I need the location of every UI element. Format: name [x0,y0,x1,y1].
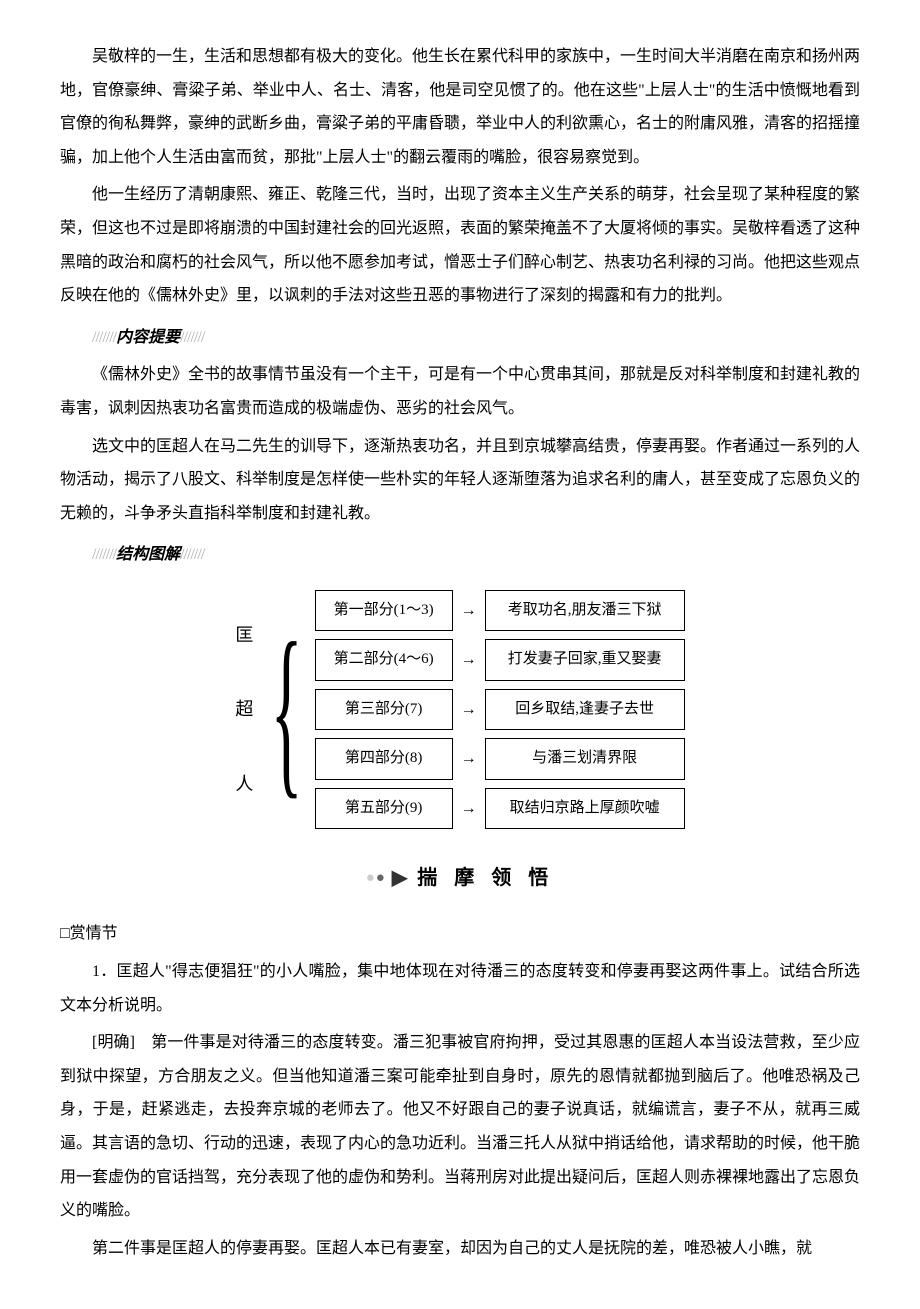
part-box-left: 第二部分(4～6) [315,639,453,681]
arrow-icon: → [461,643,477,677]
part-box-right: 打发妻子回家,重又娶妻 [485,639,685,681]
part-box-right: 取结归京路上厚颜吹嘘 [485,788,685,830]
title-char-3: 人 [235,768,255,800]
summary-label: ///////内容提要/////// [92,321,860,355]
title-char-1: 匡 [235,619,255,651]
summary-paragraph-2: 选文中的匡超人在马二先生的训导下，逐渐热衷功名，并且到京城攀高结贵，停妻再娶。作… [60,430,860,531]
part-box-right: 考取功名,朋友潘三下狱 [485,590,685,632]
question-text: 匡超人"得志便猖狂"的小人嘴脸，集中地体现在对待潘三的态度转变和停妻再娶这两件事… [60,963,860,1014]
arrow-icon: → [461,693,477,727]
diagram-title-vertical: 匡 超 人 [235,590,261,830]
diagram-row: 第五部分(9) → 取结归京路上厚颜吹嘘 [315,788,685,830]
diagram-row: 第一部分(1～3) → 考取功名,朋友潘三下狱 [315,590,685,632]
slash-decoration: /////// [92,329,116,346]
part-box-left: 第五部分(9) [315,788,453,830]
answer-label: [明确] [92,1034,151,1051]
title-char-2: 超 [235,693,255,725]
triangle-icon: ▶ [392,867,413,889]
answer-text-1: 第一件事是对待潘三的态度转变。潘三犯事被官府拘押，受过其恩惠的匡超人本当设法营救… [60,1034,860,1219]
section-header-text: 揣 摩 领 悟 [417,867,554,889]
slash-decoration: /////// [180,329,204,346]
diagram-inner: 匡 超 人 { 第一部分(1～3) → 考取功名,朋友潘三下狱 第二部分(4～6… [235,590,684,830]
arrow-icon: → [461,792,477,826]
structure-label-text: 结构图解 [116,546,180,563]
part-box-left: 第四部分(8) [315,738,453,780]
sub-heading: □赏情节 [60,917,860,951]
answer-2: 第二件事是匡超人的停妻再娶。匡超人本已有妻室，却因为自己的丈人是抚院的差，唯恐被… [60,1232,860,1266]
answer-1: [明确] 第一件事是对待潘三的态度转变。潘三犯事被官府拘押，受过其恩惠的匡超人本… [60,1026,860,1228]
question-1: 1．匡超人"得志便猖狂"的小人嘴脸，集中地体现在对待潘三的态度转变和停妻再娶这两… [60,955,860,1022]
question-number: 1． [92,963,116,980]
arrow-icon: → [461,594,477,628]
part-box-right: 与潘三划清界限 [485,738,685,780]
intro-paragraph-2: 他一生经历了清朝康熙、雍正、乾隆三代，当时，出现了资本主义生产关系的萌芽，社会呈… [60,178,860,312]
diagram-rows: 第一部分(1～3) → 考取功名,朋友潘三下狱 第二部分(4～6) → 打发妻子… [315,590,685,830]
diagram-row: 第三部分(7) → 回乡取结,逢妻子去世 [315,689,685,731]
diagram-row: 第四部分(8) → 与潘三划清界限 [315,738,685,780]
part-box-right: 回乡取结,逢妻子去世 [485,689,685,731]
intro-paragraph-1: 吴敬梓的一生，生活和思想都有极大的变化。他生长在累代科甲的家族中，一生时间大半消… [60,40,860,174]
part-box-left: 第三部分(7) [315,689,453,731]
summary-paragraph-1: 《儒林外史》全书的故事情节虽没有一个主干，可是有一个中心贯串其间，那就是反对科举… [60,358,860,425]
section-header: ●● ▶揣 摩 领 悟 [60,857,860,899]
structure-label: ///////结构图解/////// [92,538,860,572]
arrow-icon: → [461,742,477,776]
diagram-row: 第二部分(4～6) → 打发妻子回家,重又娶妻 [315,639,685,681]
brace-icon: { [271,615,303,805]
part-box-left: 第一部分(1～3) [315,590,453,632]
slash-decoration: /////// [180,546,204,563]
slash-decoration: /////// [92,546,116,563]
structure-diagram: 匡 超 人 { 第一部分(1～3) → 考取功名,朋友潘三下狱 第二部分(4～6… [60,590,860,830]
dot-decoration: ●● [366,870,386,886]
summary-label-text: 内容提要 [116,329,180,346]
